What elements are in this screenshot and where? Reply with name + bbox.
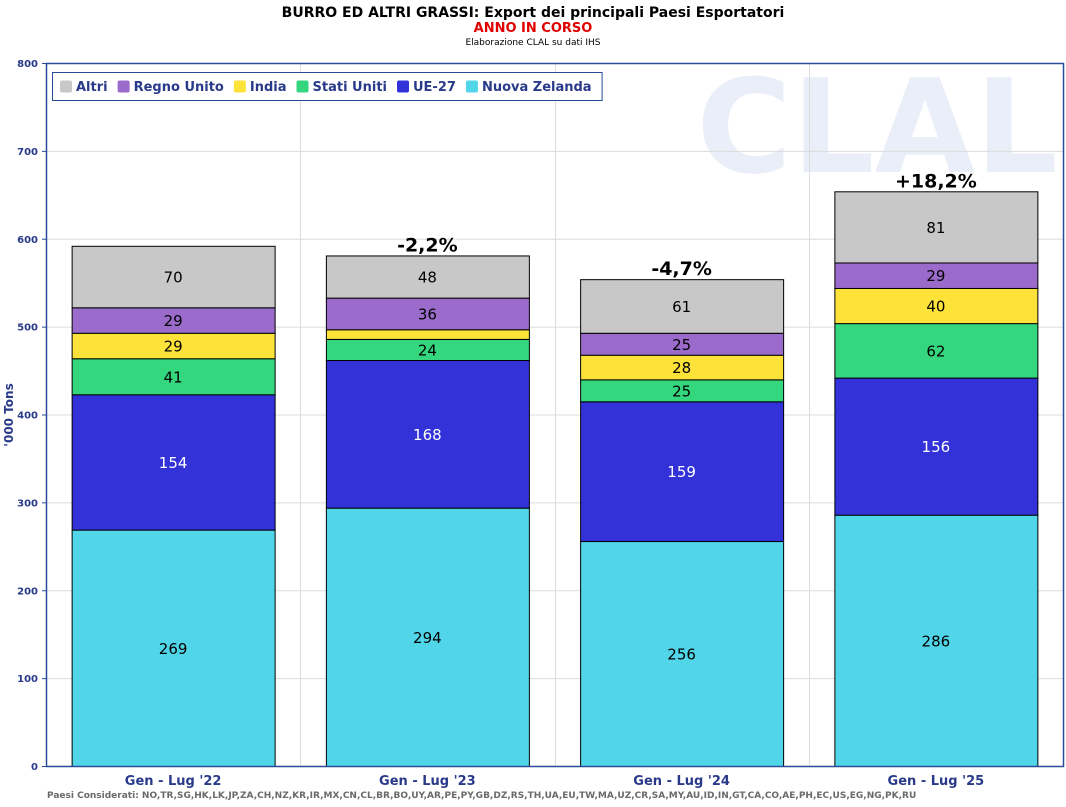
bar-value-label: 29	[164, 338, 183, 356]
bar-segment	[71, 245, 276, 309]
legend-swatch	[117, 80, 130, 93]
change-annotation: -4,7%	[651, 258, 712, 280]
bar-value-label: 29	[926, 267, 945, 285]
bar-value-label: 36	[418, 305, 437, 323]
bar-value-label: 81	[926, 219, 945, 237]
bar-value-label: 156	[922, 438, 951, 456]
bar-value-label: 269	[159, 640, 188, 658]
y-axis-label: '000 Tons	[2, 383, 16, 446]
legend-label: Altri	[76, 80, 108, 95]
legend-label: UE-27	[413, 80, 456, 95]
legend-swatch	[397, 80, 409, 93]
bar-value-label: 25	[672, 336, 691, 354]
y-tick-label: 100	[17, 674, 38, 685]
bar-segment	[325, 255, 530, 299]
change-annotation: +18,2%	[895, 170, 977, 192]
legend-swatch	[233, 80, 246, 93]
bar-segment	[325, 360, 530, 509]
bar-segment	[580, 401, 785, 543]
bar-segment	[834, 287, 1039, 325]
chart-title: BURRO ED ALTRI GRASSI: Export dei princi…	[281, 5, 785, 21]
bar-value-label: 29	[164, 312, 183, 330]
y-tick-label: 600	[17, 235, 38, 246]
bar-segment	[834, 191, 1039, 264]
y-tick-label: 500	[17, 323, 38, 334]
change-annotation: -2,2%	[397, 234, 458, 256]
legend: Altri Regno Unito India Stati Uniti UE-27 Nuo…	[52, 72, 603, 101]
legend-label: Nuova Zelanda	[482, 80, 592, 95]
bar-value-label: 168	[413, 426, 442, 444]
bar-segment	[325, 297, 530, 331]
y-tick-label: 800	[17, 59, 38, 70]
x-tick-label: Gen - Lug '22	[125, 774, 222, 789]
bar-value-label: 294	[413, 629, 442, 647]
bar-segment	[834, 514, 1039, 767]
y-tick-label: 0	[31, 762, 38, 773]
x-tick-label: Gen - Lug '25	[888, 774, 985, 789]
chart-source: Elaborazione CLAL su dati IHS	[465, 38, 601, 48]
bar-segment	[580, 541, 785, 767]
y-tick-label: 300	[17, 498, 38, 509]
bar-value-label: 40	[926, 298, 945, 316]
y-tick-label: 200	[17, 586, 38, 597]
bar-value-label: 154	[159, 454, 188, 472]
bar-value-label: 286	[922, 632, 951, 650]
chart-subtitle: ANNO IN CORSO	[473, 21, 593, 36]
bar-value-label: 41	[164, 368, 183, 386]
bar-value-label: 48	[418, 269, 437, 287]
bar-segment	[71, 307, 276, 334]
watermark-logo: CLAL	[696, 51, 1058, 203]
bar-segment	[71, 529, 276, 768]
legend-label: India	[250, 80, 287, 95]
y-tick-label: 700	[17, 147, 38, 158]
bar-value-label: 62	[926, 342, 945, 360]
bar-value-label: 28	[672, 359, 691, 377]
x-tick-label: Gen - Lug '24	[633, 774, 730, 789]
x-tick-label: Gen - Lug '23	[379, 774, 476, 789]
bar-segment	[834, 377, 1039, 516]
bar-value-label: 70	[164, 269, 183, 287]
legend-label: Stati Uniti	[313, 80, 387, 95]
bar-value-label: 24	[418, 341, 437, 359]
footer-note: Paesi Considerati: NO,TR,SG,HK,LK,JP,ZA,…	[47, 791, 917, 801]
legend-swatch	[296, 80, 309, 93]
bar-segment	[325, 507, 530, 767]
bar-segment	[580, 279, 785, 334]
stacked-bar-chart: CLAL 269 154 41 29 29 70 294 168 24 36 48 256 159 25 2…	[2, 51, 1065, 789]
bar-segment	[580, 354, 785, 381]
legend-swatch	[60, 80, 72, 93]
plot-frame	[45, 62, 1065, 768]
legend-label: Regno Unito	[134, 80, 224, 95]
bar-value-label: 25	[672, 382, 691, 400]
bar-value-label: 159	[667, 463, 696, 481]
legend-frame	[52, 72, 603, 101]
bar-segment	[325, 329, 530, 340]
bar-value-label: 61	[672, 298, 691, 316]
legend-swatch	[465, 80, 478, 93]
bar-value-label: 256	[667, 646, 696, 664]
y-tick-label: 400	[17, 411, 38, 422]
bar-segment	[834, 323, 1039, 379]
